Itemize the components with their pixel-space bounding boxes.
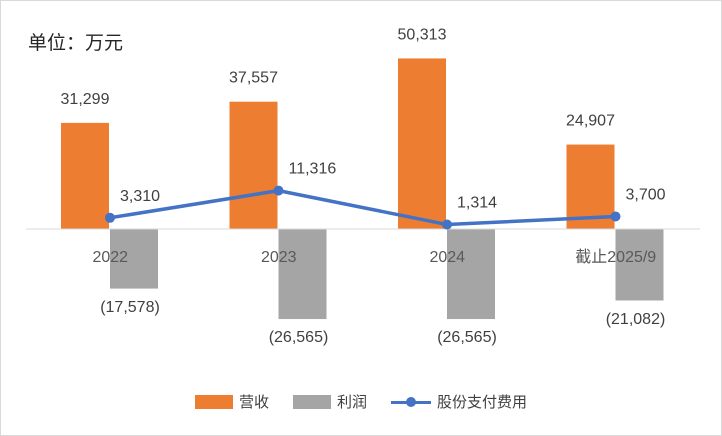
category-label: 截止2025/9 (575, 248, 656, 266)
revenue-bar (398, 58, 446, 229)
profit-data-label: (26,565) (437, 329, 497, 346)
legend-item-share-expense: 股份支付费用 (391, 391, 527, 412)
share-expense-data-label: 11,316 (289, 161, 337, 178)
share-expense-line (109, 188, 616, 227)
profit-bar (278, 229, 327, 320)
share-expense-data-label: 3,310 (120, 188, 160, 205)
legend: 营收 利润 股份支付费用 (1, 391, 721, 412)
share-expense-data-label: 3,700 (626, 186, 666, 203)
share-expense-point (442, 219, 452, 230)
legend-label-revenue: 营收 (238, 393, 269, 411)
legend-item-profit: 利润 (292, 391, 367, 412)
share-expense-data-label: 1,314 (457, 195, 497, 212)
legend-swatch-profit (292, 394, 331, 409)
share-expense-point (105, 212, 115, 223)
unit-label: 单位：万元 (28, 32, 124, 54)
profit-data-label: (21,082) (606, 311, 666, 328)
profit-bar (110, 229, 158, 289)
share-expense-point (273, 185, 284, 196)
legend-item-revenue: 营收 (194, 391, 269, 412)
revenue-bar (566, 144, 615, 229)
revenue-data-label: 50,313 (398, 26, 447, 43)
legend-swatch-share-expense (391, 395, 431, 409)
legend-swatch-revenue (194, 394, 233, 409)
revenue-bar (229, 101, 278, 229)
category-label: 2023 (261, 249, 297, 266)
legend-label-profit: 利润 (336, 393, 367, 411)
profit-bar (615, 229, 664, 301)
share-expense-point (610, 211, 621, 222)
profit-data-label: (17,578) (100, 299, 160, 316)
category-label: 2024 (429, 249, 465, 266)
revenue-bar (61, 122, 109, 229)
legend-label-share-expense: 股份支付费用 (437, 393, 528, 411)
revenue-data-label: 37,557 (229, 70, 278, 87)
revenue-data-label: 31,299 (61, 91, 110, 108)
category-label: 2022 (92, 249, 128, 266)
profit-bar (447, 229, 495, 320)
revenue-data-label: 24,907 (566, 113, 615, 130)
profit-data-label: (26,565) (269, 329, 329, 346)
